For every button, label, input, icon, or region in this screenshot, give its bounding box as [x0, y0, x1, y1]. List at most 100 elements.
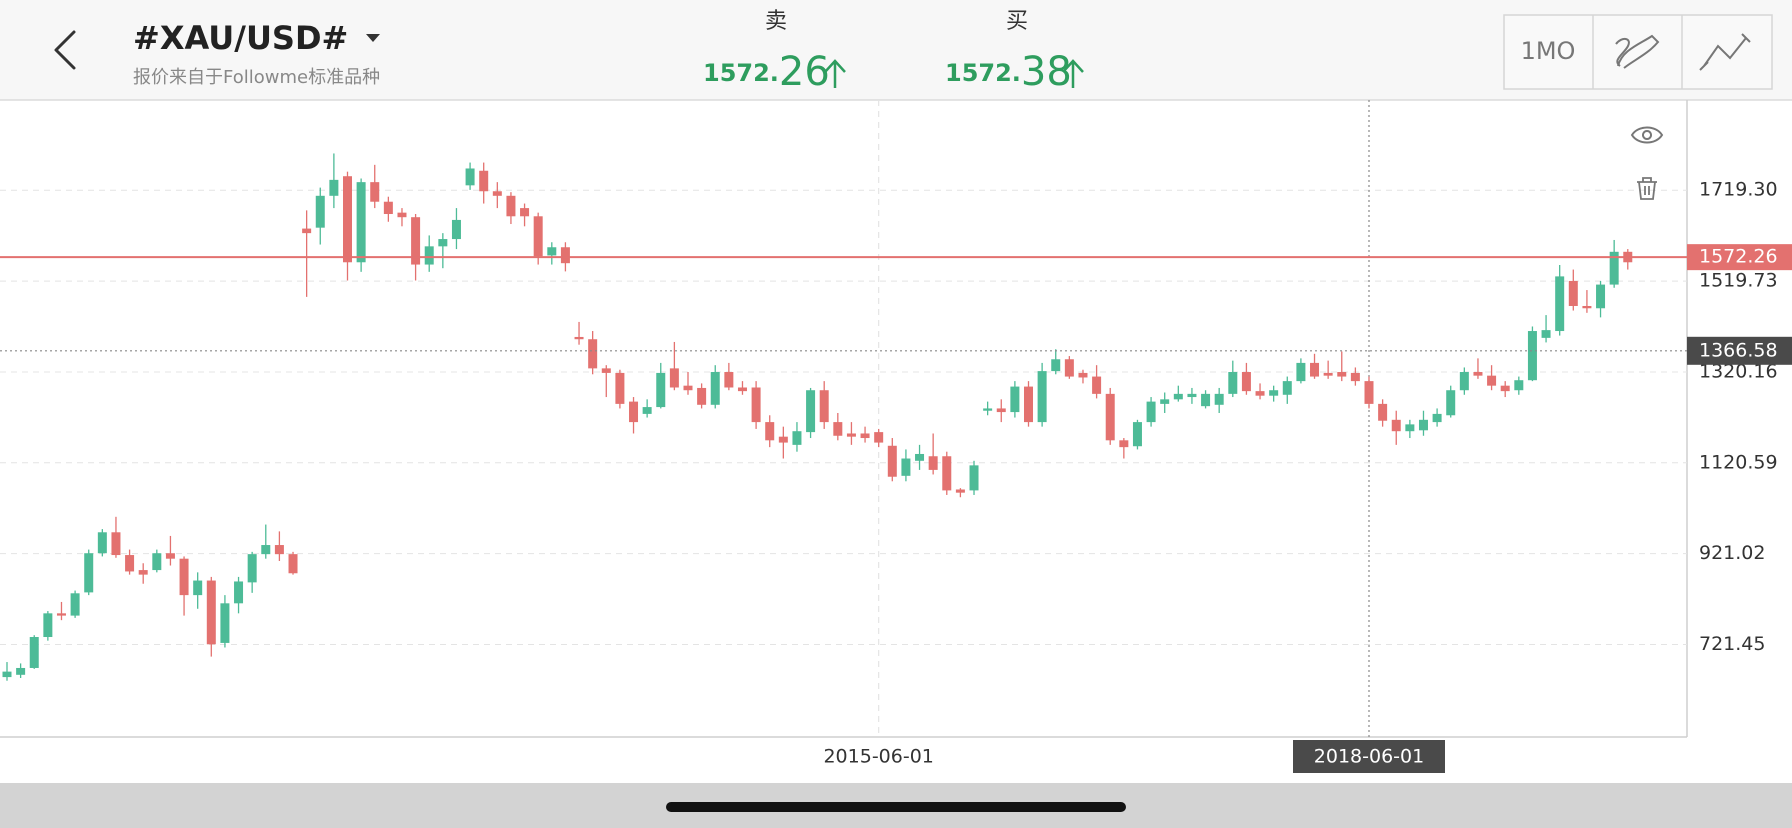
candle-body	[887, 445, 897, 477]
candle-body	[983, 408, 993, 411]
candle-body	[1582, 305, 1592, 309]
candle-body	[16, 667, 26, 675]
candle-body	[710, 372, 720, 405]
crosshair-y-label: 1366.58	[1699, 339, 1778, 361]
buy-up-arrow	[1062, 59, 1084, 88]
candle-body	[1418, 419, 1428, 431]
candle-body	[1024, 386, 1033, 423]
symbol-dropdown[interactable]	[366, 34, 380, 42]
delete-icon[interactable]	[1637, 177, 1657, 200]
candle-body	[492, 191, 502, 196]
candle-body	[465, 168, 475, 186]
candle-body	[1160, 399, 1170, 404]
home-indicator	[666, 802, 1126, 812]
candle-body	[1337, 372, 1347, 377]
candle-body	[969, 465, 979, 491]
candle-body	[1037, 371, 1047, 423]
toolbar	[1503, 14, 1773, 90]
candle-body	[1568, 280, 1578, 306]
candle-body	[1255, 391, 1265, 396]
candle-body	[833, 422, 843, 436]
candle-body	[1241, 372, 1251, 392]
candle-body	[1146, 401, 1156, 423]
candle-body	[97, 532, 107, 554]
symbol-subtitle: 报价来自于Followme标准品种	[133, 67, 380, 88]
candle-body	[84, 553, 94, 593]
back-button[interactable]	[54, 30, 76, 70]
candle-body	[1500, 385, 1510, 392]
candle-body	[506, 195, 516, 217]
crosshair-x-label-bg	[1293, 740, 1445, 773]
candle-body	[370, 182, 380, 202]
candle-body	[520, 208, 530, 217]
visibility-icon[interactable]	[1630, 126, 1664, 144]
buy-price-int: 1572.	[945, 59, 1021, 87]
candle-body	[697, 387, 707, 405]
candle-body	[1092, 376, 1102, 394]
price-label-bg	[1687, 244, 1792, 271]
candle-body	[179, 558, 189, 596]
candle-body	[2, 671, 12, 678]
candle-body	[955, 489, 965, 493]
candle-body	[438, 239, 448, 247]
candle-body	[846, 433, 856, 437]
candle-body	[601, 368, 611, 373]
candle-body	[547, 247, 557, 256]
candle-body	[942, 456, 952, 491]
candle-body	[1609, 251, 1619, 285]
candle-body	[138, 570, 148, 575]
candle-body	[451, 219, 461, 240]
draw-tool-button[interactable]	[1615, 34, 1660, 69]
candle-body	[111, 532, 121, 556]
candle-body	[874, 432, 884, 443]
candle-body	[751, 387, 761, 423]
candle-body	[915, 453, 925, 461]
candle-body	[70, 593, 80, 616]
candle-body	[274, 545, 284, 555]
candle-body	[315, 195, 325, 228]
candle-body	[1214, 393, 1224, 405]
x-tick-label: 2018-06-01	[1314, 746, 1424, 768]
y-tick-label: 1120.59	[1699, 451, 1778, 473]
candle-body	[1555, 276, 1565, 332]
symbol-title[interactable]: #XAU/USD#	[133, 19, 348, 57]
period-button[interactable]: 1MO	[1521, 37, 1576, 65]
candle-body	[56, 613, 66, 616]
candle-body	[574, 336, 584, 340]
candle-body	[479, 170, 489, 192]
candle-body	[642, 407, 652, 414]
candle-body	[806, 390, 816, 433]
candle-body	[1282, 381, 1292, 395]
candle-body	[724, 372, 734, 388]
candle-body	[1514, 380, 1524, 391]
candle-body	[1310, 362, 1320, 377]
candle-body	[220, 603, 230, 643]
candle-body	[1228, 372, 1238, 394]
y-tick-label: 921.02	[1699, 542, 1765, 564]
crosshair-y-label-bg	[1687, 336, 1792, 365]
price-label: 1572.26	[1699, 246, 1778, 268]
candle-body	[1405, 424, 1415, 432]
candle-body	[1473, 372, 1483, 376]
plot: 1719.30 1519.73 1320.16 1120.59 921.02 721.45…	[0, 100, 1792, 773]
candle-body	[1364, 381, 1374, 404]
y-tick-label: 1719.30	[1699, 179, 1778, 201]
candle-body	[560, 247, 570, 264]
candle-body	[1078, 372, 1088, 378]
candle-body	[288, 554, 298, 574]
candle-body	[819, 390, 829, 423]
candle-body	[996, 408, 1006, 413]
candle-body	[152, 553, 162, 571]
candle-body	[629, 401, 639, 423]
candle-body	[302, 228, 312, 234]
candle-body	[765, 422, 775, 441]
candle-body	[165, 553, 175, 559]
candle-body	[1323, 372, 1333, 376]
candle-body	[1132, 422, 1142, 447]
candle-body	[901, 458, 911, 476]
candle-body	[1432, 413, 1442, 423]
candle-body	[1051, 359, 1061, 372]
indicator-button[interactable]	[1699, 33, 1751, 71]
candle-body	[656, 372, 666, 408]
candle-body	[1064, 359, 1074, 377]
